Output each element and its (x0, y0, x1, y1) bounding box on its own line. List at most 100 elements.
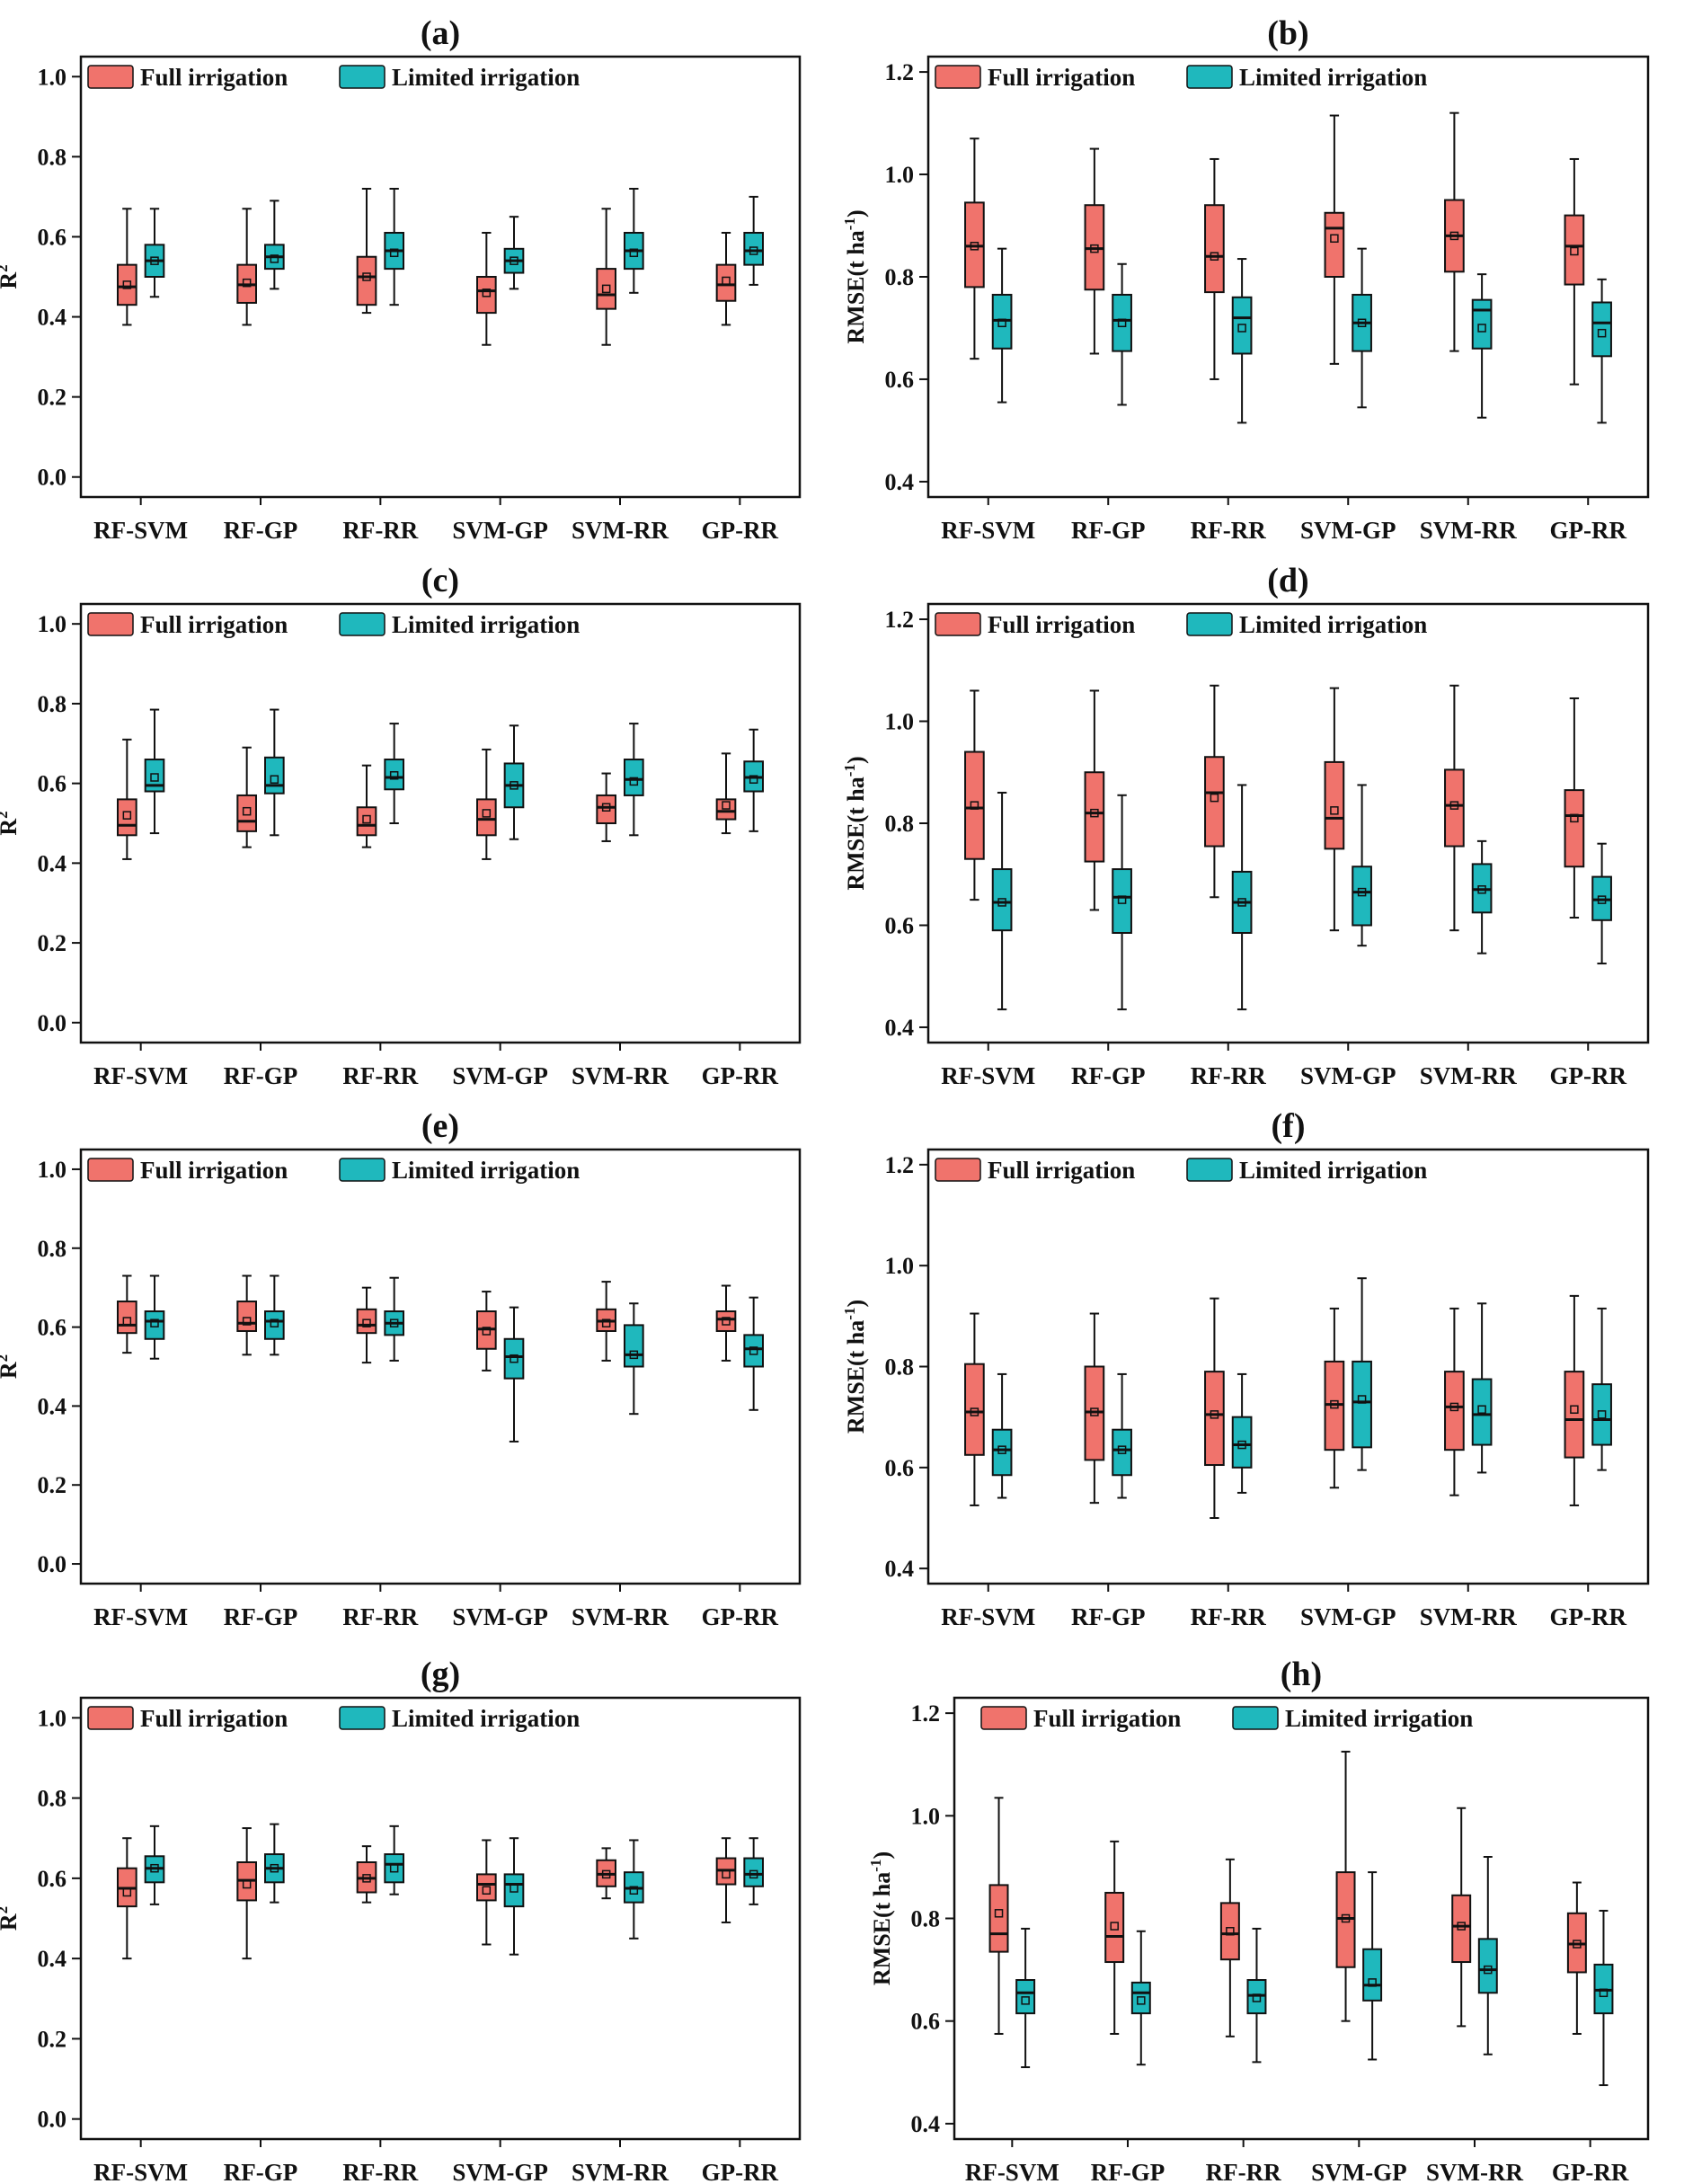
mean-marker (1573, 1940, 1582, 1949)
box-limited-irrigation (624, 1302, 644, 1416)
box-full-irrigation (117, 1837, 137, 1960)
iqr-box (1112, 293, 1132, 352)
plot-frame (953, 1696, 1650, 2141)
iqr-box (356, 806, 377, 837)
y-tick-label: 1.2 (885, 59, 915, 85)
legend-label-limited: Limited irrigation (392, 1705, 580, 1732)
y-axis-label: RMSE(t ha-1) (841, 756, 869, 890)
box-full-irrigation (715, 1837, 737, 1923)
y-tick-label: 0.2 (38, 930, 67, 956)
mean-marker (1570, 813, 1579, 823)
mean-marker (1484, 1965, 1493, 1975)
mean-marker (389, 771, 399, 780)
mean-marker (122, 1317, 132, 1326)
y-tick-label: 0.0 (38, 465, 67, 491)
box-limited-irrigation (1362, 1871, 1383, 2061)
iqr-box (1112, 868, 1132, 934)
iqr-box (356, 1308, 377, 1335)
x-tick-label: RF-GP (1071, 1603, 1145, 1630)
mean-marker (1597, 328, 1607, 338)
box-full-irrigation (1451, 1807, 1472, 2028)
box-full-irrigation (1204, 684, 1225, 899)
mean-marker (1597, 1410, 1607, 1419)
mean-marker (1237, 898, 1246, 907)
x-tick-label: RF-SVM (941, 1603, 1035, 1630)
panel-label: (a) (421, 14, 460, 52)
iqr-box (596, 794, 616, 824)
y-tick-label: 0.4 (911, 2111, 941, 2137)
mean-marker (1449, 1402, 1459, 1412)
x-tick-label: RF-RR (342, 2159, 418, 2184)
y-tick-label: 1.0 (885, 1253, 915, 1279)
panel-label: (d) (1267, 562, 1308, 599)
box-full-irrigation (1444, 684, 1465, 932)
y-axis-label: R2 (0, 1354, 22, 1379)
mean-marker (722, 1869, 731, 1879)
iqr-box (1352, 1360, 1372, 1449)
box-full-irrigation (1324, 114, 1345, 365)
box-full-irrigation (964, 1312, 985, 1506)
y-tick-label: 0.4 (38, 1393, 67, 1419)
box-limited-irrigation (991, 791, 1013, 1011)
mean-marker (1330, 806, 1339, 815)
x-tick-label: SVM-GP (452, 1603, 547, 1630)
y-tick-label: 0.6 (885, 912, 915, 938)
legend-label-limited: Limited irrigation (1285, 1705, 1473, 1732)
iqr-box (384, 1853, 405, 1884)
mean-marker (1237, 1440, 1246, 1450)
mean-marker (1252, 1993, 1262, 2002)
box-limited-irrigation (1471, 1302, 1493, 1474)
x-tick-label: RF-SVM (941, 517, 1035, 544)
mean-marker (601, 1318, 611, 1327)
y-tick-label: 0.8 (38, 1236, 67, 1262)
y-tick-label: 1.2 (885, 607, 915, 633)
panel-h: (h) 0.4 0.6 0.8 1.0 1.2 RMSE(t ha-1) RF-SVM RF-G… (867, 1656, 1650, 2184)
box-limited-irrigation (624, 188, 644, 294)
mean-marker (150, 1318, 159, 1327)
mean-marker (150, 1863, 159, 1873)
box-full-irrigation (236, 1827, 258, 1960)
box-full-irrigation (1564, 157, 1585, 386)
mean-marker (1570, 1405, 1579, 1414)
box-full-irrigation (356, 1286, 377, 1364)
x-tick-label: RF-GP (1071, 1062, 1145, 1089)
y-tick-label: 0.0 (38, 1551, 67, 1577)
y-tick-label: 0.8 (38, 144, 67, 170)
x-tick-label: RF-RR (1206, 2159, 1281, 2184)
box-full-irrigation (476, 232, 497, 346)
mean-marker (1341, 1913, 1351, 1923)
box-limited-irrigation (503, 1837, 525, 1956)
y-tick-label: 1.0 (38, 1705, 67, 1731)
box-limited-irrigation (384, 188, 405, 306)
box-limited-irrigation (264, 708, 285, 837)
iqr-box (236, 1301, 258, 1332)
legend-swatch-full (87, 612, 134, 636)
iqr-box (715, 263, 737, 302)
box-limited-irrigation (743, 1296, 764, 1411)
x-tick-label: GP-RR (702, 1603, 779, 1630)
box-full-irrigation (1104, 1840, 1125, 2035)
mean-marker (362, 272, 371, 281)
y-tick-label: 0.4 (38, 850, 67, 876)
panel-label: (h) (1281, 1656, 1322, 1693)
mean-marker (510, 781, 518, 790)
x-tick-label: SVM-RR (572, 517, 669, 544)
y-tick-label: 0.2 (38, 1472, 67, 1498)
panel-label: (f) (1272, 1107, 1306, 1145)
mean-marker (1117, 318, 1127, 328)
box-full-irrigation (596, 772, 616, 842)
box-limited-irrigation (743, 195, 764, 286)
mean-marker (1090, 244, 1099, 253)
mean-marker (362, 1874, 371, 1883)
mean-marker (1449, 801, 1459, 810)
mean-marker (389, 248, 399, 258)
mean-marker (1210, 1410, 1219, 1419)
mean-marker (1368, 1978, 1377, 1987)
box-limited-irrigation (384, 1824, 405, 1895)
x-tick-label: RF-SVM (93, 1062, 188, 1089)
x-tick-label: SVM-RR (572, 2159, 669, 2184)
mean-marker (242, 1879, 252, 1889)
mean-marker (122, 280, 132, 289)
box-limited-irrigation (1112, 262, 1132, 406)
iqr-box (1219, 1902, 1240, 1961)
